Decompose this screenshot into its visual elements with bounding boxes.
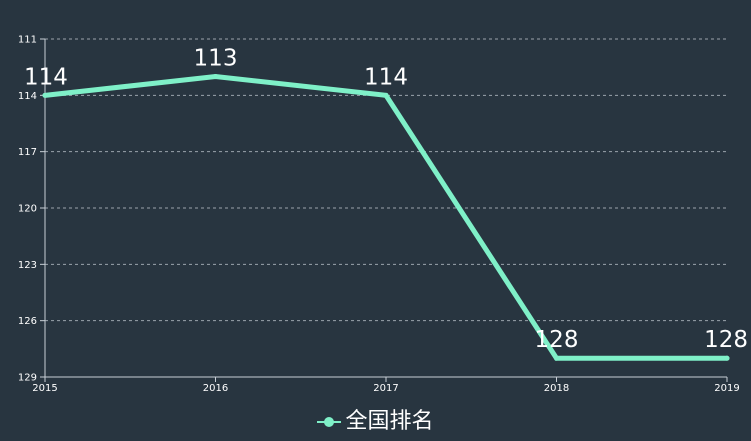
data-label: 128 xyxy=(704,327,748,353)
data-point[interactable] xyxy=(554,355,559,361)
series-layer xyxy=(42,74,730,361)
data-point[interactable] xyxy=(213,74,218,80)
x-tick-label: 2015 xyxy=(32,383,57,394)
x-tick-label: 2018 xyxy=(544,383,569,394)
legend-label: 全国排名 xyxy=(345,409,434,434)
legend-line-marker-icon xyxy=(317,417,342,427)
data-labels: 114 113 114 128 128 xyxy=(24,46,748,354)
y-tick-label: 126 xyxy=(18,316,37,327)
data-label: 114 xyxy=(364,64,408,90)
data-point[interactable] xyxy=(383,92,389,98)
data-label: 128 xyxy=(535,327,579,353)
y-tick-label: 123 xyxy=(18,260,37,271)
data-label: 113 xyxy=(194,46,238,72)
x-axis: 2015 2016 2017 2018 2019 xyxy=(32,376,740,394)
data-label: 114 xyxy=(24,64,68,90)
y-tick-label: 111 xyxy=(18,35,37,46)
data-point[interactable] xyxy=(42,92,48,98)
legend[interactable]: 全国排名 xyxy=(0,404,751,440)
data-point[interactable] xyxy=(724,355,730,361)
y-tick-label: 117 xyxy=(18,147,37,158)
y-tick-label: 129 xyxy=(18,373,37,384)
series-line xyxy=(42,74,730,361)
x-tick-label: 2019 xyxy=(714,383,739,394)
y-tick-label: 120 xyxy=(18,204,37,215)
x-tick-label: 2016 xyxy=(203,383,228,394)
y-axis: 111 114 117 120 123 126 129 xyxy=(18,35,46,384)
x-tick-label: 2017 xyxy=(373,383,398,394)
y-tick-label: 114 xyxy=(18,91,37,102)
